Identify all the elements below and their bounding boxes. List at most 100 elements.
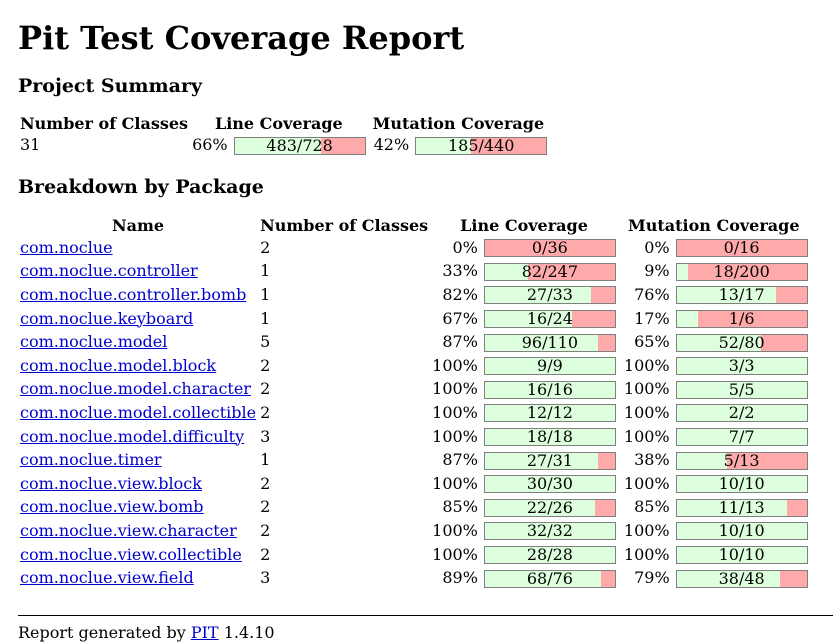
footer: Report generated by PIT 1.4.10 xyxy=(18,623,275,643)
breakdown-rows: com.noclue 2 0% 0/36 0% 0/16 com.noclue.contro… xyxy=(18,236,810,590)
package-mutation-coverage-bar: 10/10 xyxy=(675,545,808,565)
package-line-pct: 100% xyxy=(432,402,478,422)
package-mutation-coverage-fill xyxy=(676,381,807,398)
package-mutation-pct: 100% xyxy=(623,426,670,446)
package-line-coverage-fill xyxy=(484,570,602,587)
package-class-count: 2 xyxy=(260,520,271,540)
package-class-count: 1 xyxy=(260,450,271,470)
package-mutation-pct: 0% xyxy=(644,237,670,257)
package-line-coverage-bar: 96/110 xyxy=(483,333,616,352)
package-mutation-pct: 17% xyxy=(634,308,670,328)
package-row: com.noclue.view.collectible 2 100% 28/28 100… xyxy=(18,543,810,567)
package-line-pct: 0% xyxy=(452,237,478,257)
package-link[interactable]: com.noclue.view.block xyxy=(20,473,202,493)
package-mutation-ratio: 11/13 xyxy=(718,497,765,517)
package-link[interactable]: com.noclue xyxy=(20,237,113,257)
package-line-pct: 89% xyxy=(442,568,478,588)
package-mutation-coverage-fill xyxy=(676,358,807,375)
summary-mutation-pct: 42% xyxy=(373,135,410,154)
footer-prefix: Report generated by xyxy=(18,623,186,642)
package-mutation-pct: 100% xyxy=(623,473,670,493)
package-mutation-ratio: 3/3 xyxy=(728,356,755,376)
package-line-ratio: 16/24 xyxy=(526,309,573,329)
package-mutation-coverage-fill xyxy=(676,452,727,469)
summary-row: 31 66% 483/728 42% 185/440 xyxy=(18,134,549,156)
package-mutation-pct: 100% xyxy=(623,520,670,540)
package-line-ratio: 18/18 xyxy=(526,427,573,447)
package-mutation-pct: 65% xyxy=(634,332,670,352)
package-class-count: 1 xyxy=(260,284,271,304)
package-class-count: 2 xyxy=(260,544,271,564)
package-line-coverage-fill xyxy=(484,287,592,304)
package-line-coverage-bar: 22/26 xyxy=(483,497,616,517)
package-mutation-ratio: 10/10 xyxy=(718,521,765,541)
package-link[interactable]: com.noclue.view.bomb xyxy=(20,497,204,517)
package-line-ratio: 68/76 xyxy=(526,568,573,588)
package-class-count: 2 xyxy=(260,402,271,422)
package-mutation-coverage-fill xyxy=(676,570,780,587)
package-mutation-ratio: 13/17 xyxy=(718,285,765,305)
package-line-coverage-fill xyxy=(484,263,529,280)
package-class-count: 2 xyxy=(260,473,271,493)
package-line-pct: 82% xyxy=(442,284,478,304)
package-mutation-pct: 85% xyxy=(634,497,670,517)
package-line-coverage-bar: 0/36 xyxy=(483,239,616,258)
package-link[interactable]: com.noclue.timer xyxy=(20,450,162,470)
package-line-coverage-bar: 68/76 xyxy=(483,568,616,588)
package-link[interactable]: com.noclue.view.field xyxy=(20,568,194,588)
summary-line-ratio: 483/728 xyxy=(266,135,333,155)
package-line-coverage-bar: 16/16 xyxy=(483,380,616,399)
package-mutation-pct: 100% xyxy=(623,402,670,422)
summary-classes-header: Number of Classes xyxy=(20,114,189,133)
package-line-coverage-fill xyxy=(484,476,615,493)
package-mutation-coverage-bar: 10/10 xyxy=(675,474,808,494)
package-link[interactable]: com.noclue.model.difficulty xyxy=(20,426,245,446)
package-link[interactable]: com.noclue.view.collectible xyxy=(20,544,242,564)
name-column-header: Name xyxy=(111,216,165,235)
package-line-coverage-fill xyxy=(484,452,599,469)
package-mutation-coverage-fill xyxy=(676,405,807,422)
package-line-pct: 85% xyxy=(442,497,478,517)
package-mutation-coverage-bar: 5/13 xyxy=(675,450,808,470)
package-line-coverage-bar: 82/247 xyxy=(483,262,616,281)
summary-line-coverage-fill xyxy=(234,137,321,154)
package-line-coverage-bar: 18/18 xyxy=(483,427,616,447)
package-line-ratio: 30/30 xyxy=(526,474,573,494)
package-line-coverage-fill xyxy=(484,547,615,564)
package-mutation-coverage-fill xyxy=(676,499,787,516)
package-line-pct: 33% xyxy=(442,261,478,281)
package-link[interactable]: com.noclue.controller xyxy=(20,261,198,281)
package-link[interactable]: com.noclue.view.character xyxy=(20,520,237,540)
package-row: com.noclue.controller.bomb 1 82% 27/33 76% 13… xyxy=(18,283,810,307)
package-line-coverage-fill xyxy=(484,429,615,446)
package-link[interactable]: com.noclue.keyboard xyxy=(20,308,194,328)
package-line-pct: 100% xyxy=(432,544,478,564)
package-link[interactable]: com.noclue.model xyxy=(20,332,168,352)
summary-line-coverage-bar: 483/728 xyxy=(233,135,366,155)
package-line-coverage-bar: 9/9 xyxy=(483,356,616,376)
package-mutation-coverage-bar: 10/10 xyxy=(675,521,808,541)
footer-version: 1.4.10 xyxy=(223,623,275,642)
package-link[interactable]: com.noclue.model.character xyxy=(20,379,251,399)
package-mutation-pct: 100% xyxy=(623,379,670,399)
package-mutation-ratio: 10/10 xyxy=(718,474,765,494)
summary-mutation-coverage-header: Mutation Coverage xyxy=(372,114,545,133)
package-class-count: 1 xyxy=(260,261,271,281)
package-line-ratio: 9/9 xyxy=(537,356,563,376)
package-link[interactable]: com.noclue.model.block xyxy=(20,355,217,375)
package-line-ratio: 22/26 xyxy=(526,497,573,517)
package-line-pct: 100% xyxy=(432,355,478,375)
package-mutation-pct: 9% xyxy=(644,261,670,281)
package-mutation-ratio: 10/10 xyxy=(718,545,765,565)
summary-line-coverage-header: Line Coverage xyxy=(214,114,343,133)
package-line-pct: 67% xyxy=(442,308,478,328)
package-link[interactable]: com.noclue.model.collectible xyxy=(20,402,257,422)
package-line-pct: 100% xyxy=(432,379,478,399)
package-mutation-ratio: 5/13 xyxy=(723,450,760,470)
package-link[interactable]: com.noclue.controller.bomb xyxy=(20,284,247,304)
package-line-pct: 100% xyxy=(432,426,478,446)
package-line-coverage-bar: 12/12 xyxy=(483,404,616,423)
pit-link[interactable]: PIT xyxy=(190,623,219,642)
package-row: com.noclue.view.bomb 2 85% 22/26 85% 11/13 xyxy=(18,496,810,520)
package-row: com.noclue.view.character 2 100% 32/32 100% 1… xyxy=(18,519,810,543)
